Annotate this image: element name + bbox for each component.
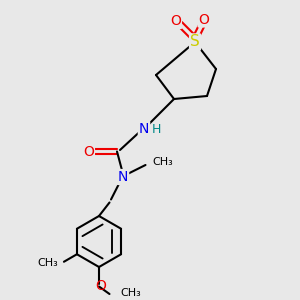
Text: O: O: [95, 280, 106, 293]
Text: N: N: [139, 122, 149, 136]
Text: O: O: [170, 14, 181, 28]
Text: CH₃: CH₃: [152, 157, 173, 167]
Text: H: H: [152, 123, 161, 136]
Text: N: N: [118, 170, 128, 184]
Text: O: O: [83, 145, 94, 158]
Text: S: S: [190, 34, 200, 50]
Text: O: O: [199, 13, 209, 26]
Text: CH₃: CH₃: [120, 288, 141, 298]
Text: CH₃: CH₃: [38, 258, 58, 268]
